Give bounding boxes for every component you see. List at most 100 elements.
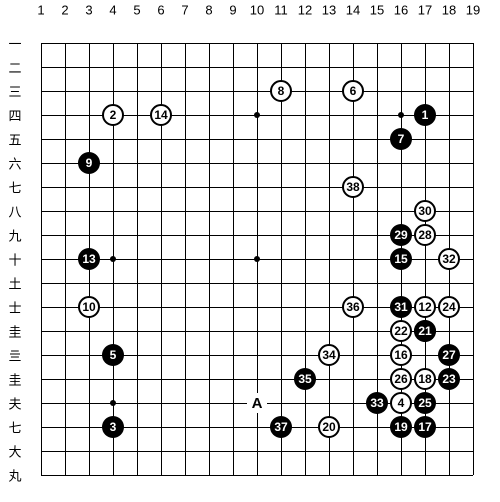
stone-white: 30 <box>414 200 436 222</box>
stone-number: 18 <box>418 372 431 386</box>
stone-number: 33 <box>370 396 383 410</box>
stone-number: 3 <box>110 420 117 434</box>
row-label: 士 <box>8 298 21 317</box>
row-label: 七 <box>8 178 21 197</box>
stone-black: 15 <box>390 248 412 270</box>
stone-white: 38 <box>342 176 364 198</box>
stone-black: 13 <box>78 248 100 270</box>
star-point <box>398 112 404 118</box>
stone-black: 33 <box>366 392 388 414</box>
stone-white: 4 <box>390 392 412 414</box>
star-point <box>254 112 260 118</box>
column-label: 11 <box>274 3 288 18</box>
row-label: 二 <box>8 58 21 77</box>
stone-number: 25 <box>418 396 431 410</box>
column-label: 8 <box>205 3 212 18</box>
column-label: 9 <box>229 3 236 18</box>
column-label: 10 <box>250 3 264 18</box>
stone-black: 23 <box>438 368 460 390</box>
stone-number: 1 <box>422 108 429 122</box>
stone-black: 1 <box>414 104 436 126</box>
row-label: 一 <box>8 34 21 53</box>
row-label: 五 <box>8 130 21 149</box>
stone-number: 35 <box>298 372 311 386</box>
column-label: 19 <box>466 3 480 18</box>
stone-white: 8 <box>270 80 292 102</box>
row-label: 大 <box>8 442 21 461</box>
stone-white: 18 <box>414 368 436 390</box>
stone-black: 19 <box>390 416 412 438</box>
grid-line-h <box>41 475 473 476</box>
star-point <box>110 256 116 262</box>
stone-black: 35 <box>294 368 316 390</box>
stone-white: 6 <box>342 80 364 102</box>
stone-black: 25 <box>414 392 436 414</box>
stone-white: 24 <box>438 296 460 318</box>
stone-black: 29 <box>390 224 412 246</box>
column-label: 15 <box>370 3 384 18</box>
row-label: 八 <box>8 202 21 221</box>
row-label: 七 <box>8 418 21 437</box>
row-label: 夫 <box>8 394 21 413</box>
stone-number: 32 <box>442 252 455 266</box>
stone-white: 16 <box>390 344 412 366</box>
stone-number: 5 <box>110 348 117 362</box>
column-label: 13 <box>322 3 336 18</box>
stone-black: 3 <box>102 416 124 438</box>
stone-number: 29 <box>394 228 407 242</box>
stone-number: 19 <box>394 420 407 434</box>
stone-number: 16 <box>394 348 407 362</box>
column-label: 16 <box>394 3 408 18</box>
stone-number: 27 <box>442 348 455 362</box>
column-label: 4 <box>109 3 116 18</box>
stone-number: 24 <box>442 300 455 314</box>
stone-number: 12 <box>418 300 431 314</box>
stone-white: 22 <box>390 320 412 342</box>
stone-black: 37 <box>270 416 292 438</box>
grid-line-v <box>329 43 330 475</box>
grid-line-h <box>41 283 473 284</box>
stone-number: 26 <box>394 372 407 386</box>
column-label: 6 <box>157 3 164 18</box>
stone-black: 27 <box>438 344 460 366</box>
column-label: 17 <box>418 3 432 18</box>
stone-number: 22 <box>394 324 407 338</box>
column-label: 1 <box>37 3 44 18</box>
stone-black: 5 <box>102 344 124 366</box>
stone-white: 12 <box>414 296 436 318</box>
stone-number: 21 <box>418 324 431 338</box>
stone-number: 8 <box>278 84 285 98</box>
row-label: 三 <box>8 82 21 101</box>
stone-number: 23 <box>442 372 455 386</box>
stone-number: 9 <box>86 156 93 170</box>
grid-line-v <box>305 43 306 475</box>
go-diagram: 12345678910111213141516171819一二三四五六七八九十土… <box>0 0 500 502</box>
row-label: 四 <box>8 106 21 125</box>
row-label: 六 <box>8 154 21 173</box>
stone-number: 20 <box>322 420 335 434</box>
stone-number: 15 <box>394 252 407 266</box>
stone-number: 30 <box>418 204 431 218</box>
stone-black: 9 <box>78 152 100 174</box>
stone-number: 36 <box>346 300 359 314</box>
column-label: 12 <box>298 3 312 18</box>
column-label: 14 <box>346 3 360 18</box>
stone-black: 17 <box>414 416 436 438</box>
stone-number: 13 <box>82 252 95 266</box>
stone-number: 2 <box>110 108 117 122</box>
star-point <box>110 400 116 406</box>
stone-number: 4 <box>398 396 405 410</box>
stone-white: 34 <box>318 344 340 366</box>
grid-line-v <box>473 43 474 475</box>
stone-white: 32 <box>438 248 460 270</box>
column-label: 7 <box>181 3 188 18</box>
row-label: 九 <box>8 226 21 245</box>
star-point <box>254 256 260 262</box>
stone-number: 17 <box>418 420 431 434</box>
row-label: 土 <box>8 274 21 293</box>
stone-number: 7 <box>398 132 405 146</box>
stone-black: 31 <box>390 296 412 318</box>
row-label: 亖 <box>8 346 21 365</box>
stone-number: 38 <box>346 180 359 194</box>
stone-number: 37 <box>274 420 287 434</box>
